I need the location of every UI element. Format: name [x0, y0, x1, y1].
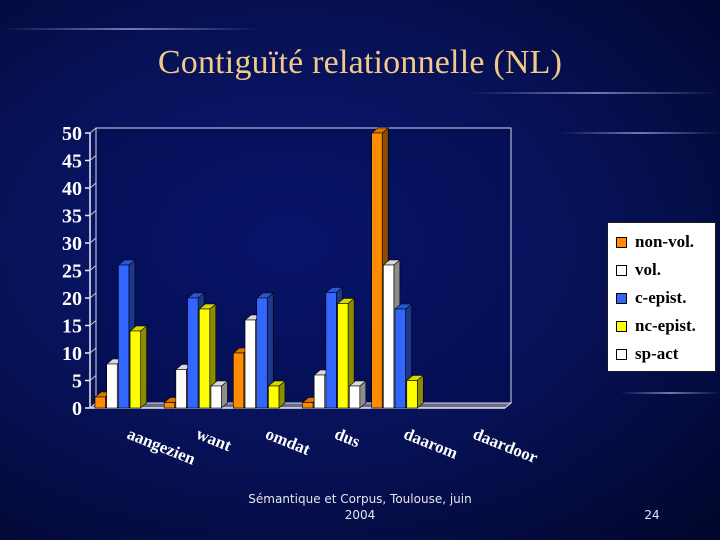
bar-front — [233, 352, 245, 409]
y-tick-label: 15 — [62, 316, 82, 338]
legend-label: vol. — [635, 260, 661, 279]
bar-front — [256, 297, 268, 409]
bar-front — [94, 396, 106, 409]
chart-axes — [85, 127, 513, 409]
legend-item: nc-epist. — [616, 315, 696, 337]
y-tick-depth — [89, 265, 97, 271]
footer-line-2: 2004 — [344, 508, 376, 522]
y-tick-depth — [89, 237, 97, 244]
chart-legend: non-vol. vol. c-epist. nc-epist. sp-act — [607, 222, 716, 372]
decor-streak — [470, 92, 720, 94]
y-tick-depth — [89, 292, 97, 299]
y-tick-depth — [89, 210, 97, 216]
x-category-label: daardoor — [470, 424, 541, 467]
bar-front — [348, 385, 361, 409]
legend-label: non-vol. — [635, 232, 695, 251]
bar-front — [325, 292, 337, 409]
bar-nc-epist--omdat — [267, 380, 286, 409]
y-tick-depth — [89, 375, 97, 381]
legend-swatch — [616, 348, 627, 360]
bar-front — [406, 380, 418, 409]
bar-front — [268, 385, 280, 409]
y-tick-depth — [89, 155, 97, 161]
legend-item: c-epist. — [616, 287, 686, 309]
legend-swatch — [616, 264, 627, 276]
y-tick-label: 10 — [62, 343, 82, 365]
bar-front — [118, 264, 130, 409]
bar-side — [140, 325, 147, 409]
bar-front — [106, 363, 118, 409]
plot-back-wall — [95, 127, 512, 404]
decor-streak — [620, 392, 720, 394]
legend-swatch — [616, 292, 627, 304]
bar-front — [198, 308, 211, 409]
bar-sp-act-want — [210, 380, 229, 409]
legend-label: c-epist. — [635, 288, 687, 307]
x-category-label: daarom — [401, 424, 460, 463]
legend-swatch — [616, 236, 627, 248]
bar-front — [302, 402, 314, 409]
bar-front — [210, 385, 222, 409]
y-tick-label: 30 — [62, 233, 82, 255]
x-category-label: aangezien — [125, 424, 199, 469]
y-tick-label: 45 — [62, 151, 82, 173]
bar-front — [371, 132, 383, 409]
y-tick-label: 40 — [62, 178, 82, 200]
decor-streak — [560, 132, 720, 134]
bar-nc-epist--daarom — [405, 374, 425, 409]
footer-line-1: Sémantique et Corpus, Toulouse, juin — [248, 492, 472, 506]
y-tick-label: 0 — [72, 398, 82, 420]
bar-front — [383, 264, 395, 409]
y-tick-label: 50 — [62, 123, 82, 145]
legend-label: sp-act — [635, 344, 679, 363]
bar-front — [244, 319, 256, 409]
y-tick-depth — [89, 320, 97, 326]
y-tick-label: 25 — [62, 261, 82, 283]
bar-front — [175, 369, 187, 409]
decor-streak — [0, 28, 260, 30]
legend-item: sp-act — [616, 343, 678, 365]
legend-item: vol. — [616, 259, 661, 281]
slide-title: Contiguïté relationnelle (NL) — [157, 44, 563, 81]
bar-front — [394, 308, 406, 409]
bar-front — [163, 402, 175, 409]
page-number: 24 — [644, 508, 660, 522]
bar-nc-epist--aangezien — [129, 325, 148, 409]
bar-sp-act-dus — [348, 380, 367, 409]
y-tick-depth — [89, 347, 97, 354]
bar-front — [129, 330, 141, 409]
y-tick-label: 5 — [72, 371, 82, 393]
y-tick-depth — [89, 127, 97, 134]
x-category-label: omdat — [263, 424, 313, 459]
y-tick-label: 20 — [62, 288, 82, 310]
chart-bars — [94, 127, 425, 409]
legend-label: nc-epist. — [635, 316, 696, 335]
bar-front — [337, 303, 349, 409]
legend-item: non-vol. — [616, 231, 694, 253]
x-category-label: dus — [332, 424, 363, 451]
x-category-label: want — [194, 424, 235, 455]
bar-front — [187, 297, 199, 409]
bar-side — [416, 374, 424, 409]
y-tick-depth — [89, 182, 97, 189]
legend-swatch — [616, 320, 627, 332]
y-tick-label: 35 — [62, 206, 82, 228]
bar-front — [313, 374, 326, 409]
